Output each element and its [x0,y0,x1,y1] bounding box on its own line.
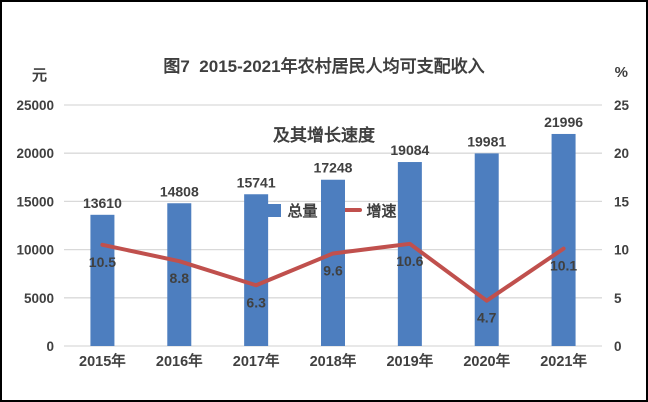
bar-value-label: 21996 [544,114,583,130]
bar-value-label: 14808 [160,183,199,199]
chart-plot-area: 0 0 5000 5 10000 10 15000 15 20000 20 25000 25 13610… [16,98,630,370]
left-axis-tick: 5000 [24,291,54,306]
left-axis-tick: 0 [46,339,54,354]
chart-title: 图7 2015-2021年农村居民人均可支配收入 及其增长速度 [2,9,646,193]
growth-line [100,241,566,303]
line-value-label: 9.6 [323,262,343,278]
left-axis-tick: 20000 [16,146,54,161]
legend-line-label: 增速 [366,202,397,220]
x-axis-label: 2015年 [79,352,126,370]
right-axis-unit: % [614,64,628,81]
right-axis-tick: 5 [614,291,622,306]
left-axis-unit: 元 [32,67,48,84]
bar-2021年 [551,133,576,346]
bar-value-label: 15741 [237,174,276,190]
line-value-label: 6.3 [246,294,266,310]
x-axis-label: 2019年 [386,352,433,370]
chart-title-line1: 图7 2015-2021年农村居民人均可支配收入 [163,57,485,76]
x-axis-label: 2017年 [233,352,280,370]
right-axis-tick: 25 [614,98,630,113]
line-value-label: 4.7 [477,310,497,326]
bar-value-label: 19084 [390,142,429,158]
bar-2020年 [474,153,499,346]
bar-value-label: 17248 [314,160,353,176]
x-axis-label: 2016年 [156,352,203,370]
right-axis-tick: 10 [614,243,629,258]
left-axis-tick: 15000 [16,194,54,209]
line-value-label: 10.6 [396,253,423,269]
bar-2017年 [244,194,269,346]
bar-2015年 [90,214,115,346]
right-axis-tick: 0 [614,339,622,354]
bar-value-label: 13610 [83,195,122,211]
bar-2018年 [321,179,345,346]
line-value-label: 8.8 [170,270,190,286]
bar-2019年 [397,162,422,346]
bar-value-label: 19981 [467,133,506,149]
legend-bar-label: 总量 [287,202,318,220]
chart-title-line2: 及其增长速度 [273,126,375,145]
right-axis-tick: 20 [614,146,629,161]
line-value-label: 10.1 [550,258,577,274]
x-axis-label: 2020年 [463,352,510,370]
right-axis-tick: 15 [614,194,630,209]
line-value-label: 10.5 [89,254,116,270]
left-axis-tick: 10000 [16,243,54,258]
x-axis-label: 2018年 [310,352,357,370]
left-axis-tick: 25000 [16,98,54,113]
x-axis-label: 2021年 [540,352,587,370]
bar-2016年 [167,203,192,346]
